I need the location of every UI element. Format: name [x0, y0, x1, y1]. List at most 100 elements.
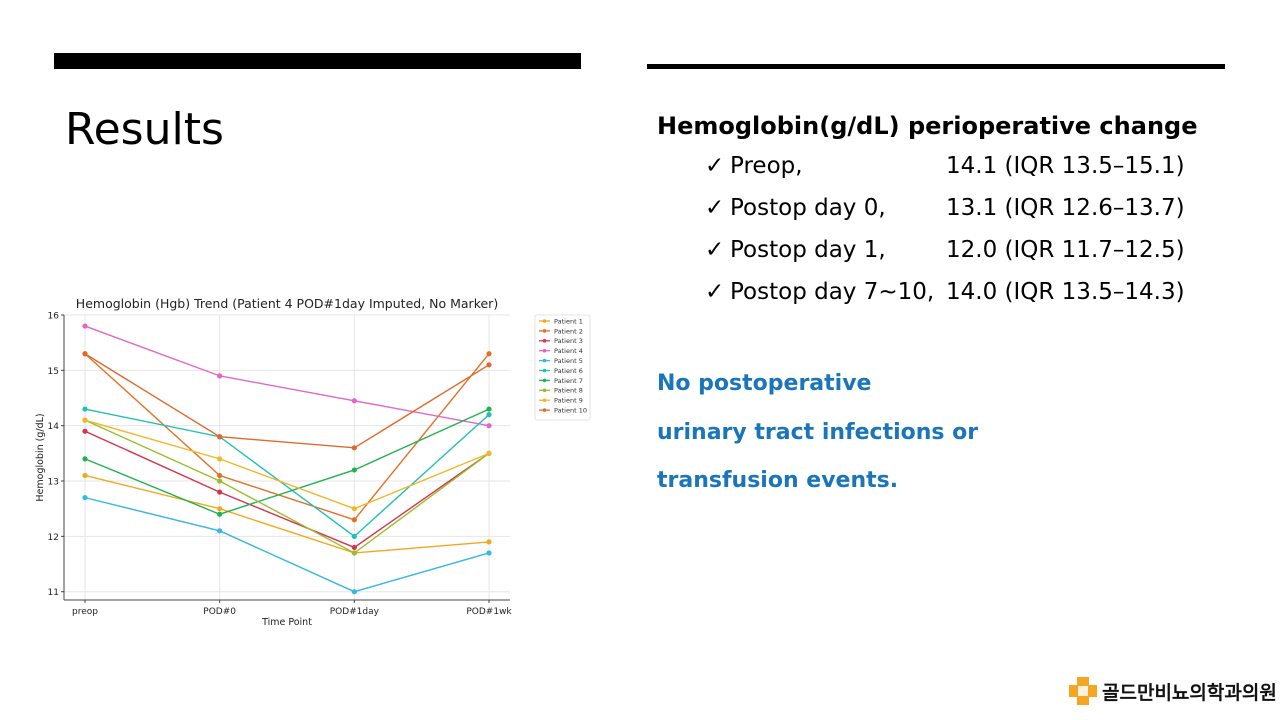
header-bar-right	[647, 64, 1225, 69]
data-point	[351, 506, 357, 512]
data-point	[82, 417, 88, 423]
data-point	[351, 544, 357, 551]
legend-label: Patient 2	[554, 327, 583, 335]
stat-row-postop-day-1: ✓ Postop day 1, 12.0 (IQR 11.7–12.5)	[705, 237, 1185, 263]
data-point	[82, 495, 88, 501]
legend-label: Patient 9	[554, 397, 583, 405]
check-icon: ✓	[705, 195, 725, 221]
legend-label: Patient 5	[554, 357, 583, 365]
y-tick-label: 12	[48, 533, 59, 543]
data-point	[217, 478, 223, 484]
data-point	[486, 406, 492, 412]
data-point	[351, 467, 357, 473]
legend-marker	[542, 358, 547, 363]
legend-label: Patient 3	[554, 337, 583, 345]
y-tick-label: 14	[48, 422, 60, 432]
y-axis-label: Hemoglobin (g/dL)	[35, 413, 46, 501]
x-tick-label: POD#1day	[330, 607, 380, 617]
data-point	[217, 456, 223, 462]
data-point	[82, 323, 88, 329]
note-line-1: No postoperative	[657, 371, 872, 396]
legend-label: Patient 1	[554, 317, 583, 325]
data-point	[82, 406, 88, 412]
series-line-patient-3	[84, 430, 490, 549]
stat-value: 13.1 (IQR 12.6–13.7)	[946, 195, 1185, 221]
x-tick-label: POD#0	[203, 607, 236, 617]
data-point	[217, 511, 223, 517]
data-point	[351, 533, 357, 539]
legend-label: Patient 8	[554, 387, 583, 395]
legend-marker	[542, 398, 547, 402]
stat-label: Postop day 7~10,	[730, 279, 935, 305]
data-point	[486, 450, 492, 456]
data-point	[82, 472, 88, 479]
series-line-patient-10	[84, 353, 490, 449]
legend-marker	[542, 348, 547, 353]
series-line-patient-7	[84, 408, 490, 515]
data-point	[486, 362, 492, 368]
data-point	[82, 351, 88, 357]
data-point	[486, 351, 492, 357]
check-icon: ✓	[705, 237, 725, 263]
legend-label: Patient 6	[554, 367, 583, 375]
legend-marker	[542, 339, 547, 343]
stat-value: 14.1 (IQR 13.5–15.1)	[946, 153, 1185, 179]
stat-value: 12.0 (IQR 11.7–12.5)	[946, 237, 1185, 263]
legend-marker	[542, 368, 547, 373]
clinic-logo-mark-icon	[1069, 677, 1097, 705]
y-tick-label: 13	[48, 478, 59, 488]
data-point	[217, 528, 223, 534]
clinic-name: 골드만비뇨의학과의원	[1102, 681, 1277, 704]
stats-heading: Hemoglobin(g/dL) perioperative change	[657, 112, 1198, 140]
series-line-patient-5	[84, 496, 490, 593]
stat-row-postop-day-7-10: ✓ Postop day 7~10, 14.0 (IQR 13.5–14.3)	[705, 279, 1185, 305]
series-line-patient-2	[84, 353, 490, 521]
header-bar-left	[54, 53, 581, 69]
x-tick-label: preop	[72, 607, 98, 617]
legend-marker	[542, 378, 547, 383]
legend-marker	[542, 388, 547, 393]
x-tick-label: POD#1wk	[466, 607, 512, 617]
legend-label: Patient 4	[554, 347, 583, 355]
stat-label: Postop day 1,	[730, 237, 886, 263]
data-point	[351, 445, 357, 451]
series-line-patient-4	[84, 325, 490, 427]
data-point	[217, 434, 223, 440]
hemoglobin-trend-chart: 11 12 13 14 15 16 preop POD#0 POD#1day POD#1wk Hem…	[35, 296, 591, 628]
chart-title: Hemoglobin (Hgb) Trend (Patient 4 POD#1d…	[76, 296, 498, 311]
stat-label: Postop day 0,	[730, 195, 886, 221]
check-icon: ✓	[705, 279, 725, 305]
data-point	[217, 373, 223, 379]
check-icon: ✓	[705, 153, 725, 179]
data-point	[217, 472, 223, 479]
data-point	[351, 398, 357, 404]
slide-title: Results	[65, 104, 224, 155]
y-tick-label: 16	[48, 312, 60, 322]
data-point	[351, 550, 357, 556]
legend-marker	[542, 319, 547, 323]
data-point	[217, 489, 223, 495]
stat-row-postop-day-0: ✓ Postop day 0, 13.1 (IQR 12.6–13.7)	[705, 195, 1185, 221]
legend-marker	[542, 329, 547, 333]
data-point	[82, 428, 88, 434]
y-tick-label: 11	[48, 588, 59, 598]
series-line-patient-8	[84, 419, 490, 554]
series-line-patient-1	[84, 474, 490, 554]
legend-label: Patient 10	[554, 407, 587, 415]
data-point	[486, 423, 492, 429]
data-point	[486, 539, 492, 545]
data-point	[486, 412, 492, 418]
stat-label: Preop,	[730, 153, 803, 179]
clinic-logo: 골드만비뇨의학과의원	[1068, 676, 1277, 706]
data-point	[351, 589, 357, 595]
legend-marker	[542, 408, 547, 412]
x-axis-label: Time Point	[261, 617, 312, 628]
y-tick-label: 15	[48, 367, 59, 377]
data-point	[217, 506, 223, 512]
stat-value: 14.0 (IQR 13.5–14.3)	[946, 279, 1185, 305]
data-point	[351, 517, 357, 523]
stat-row-preop: ✓ Preop, 14.1 (IQR 13.5–15.1)	[705, 153, 1185, 179]
series-line-patient-6	[84, 408, 490, 538]
data-point	[486, 550, 492, 556]
legend-label: Patient 7	[554, 377, 583, 385]
